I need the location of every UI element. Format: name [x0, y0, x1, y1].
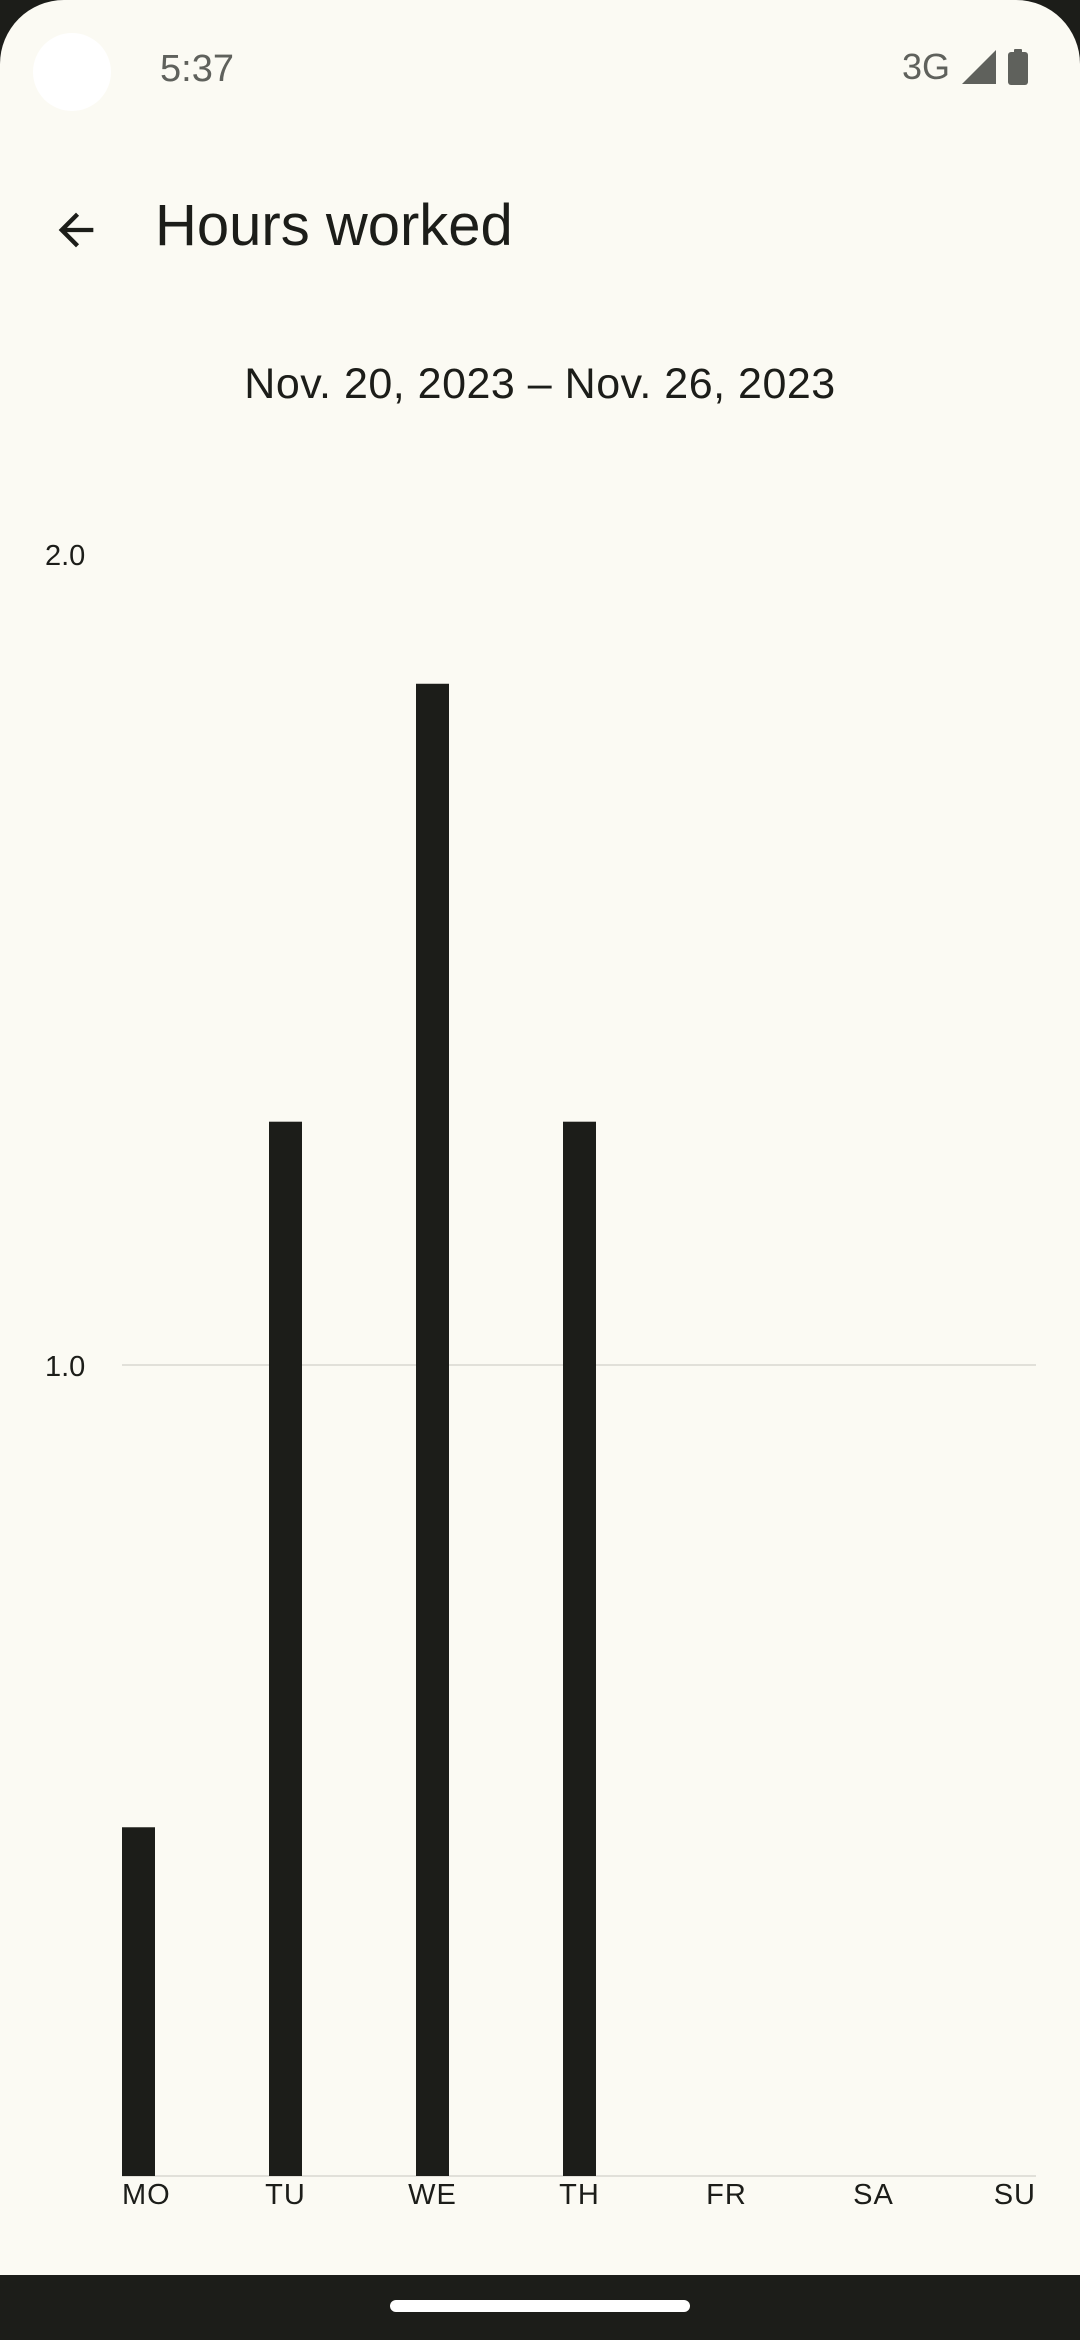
- battery-icon: [1008, 49, 1028, 85]
- x-tick-label-mo: MO: [122, 2179, 171, 2211]
- back-button[interactable]: [36, 190, 116, 270]
- bar-tu: [269, 1121, 302, 2176]
- signal-icon: [962, 50, 996, 84]
- app-screen: 5:37 3G Hours worked Nov. 20, 2023 – Nov…: [0, 0, 1080, 2275]
- bar-th: [563, 1121, 596, 2176]
- x-tick-label-su: SU: [994, 2179, 1036, 2211]
- camera-cutout: [33, 33, 111, 111]
- network-type-label: 3G: [901, 46, 950, 87]
- date-range-label: Nov. 20, 2023 – Nov. 26, 2023: [244, 360, 836, 408]
- x-tick-label-we: WE: [408, 2179, 457, 2211]
- x-tick-label-fr: FR: [706, 2179, 747, 2211]
- bar-we: [416, 683, 449, 2176]
- hours-bar-chart: 1.0 2.0 MO TU WE TH FR SA SU: [45, 540, 1036, 2211]
- x-tick-label-sa: SA: [853, 2179, 894, 2211]
- status-time: 5:37: [160, 48, 234, 90]
- arrow-back-icon: [58, 212, 94, 248]
- status-icons: 3G: [902, 46, 1028, 88]
- page-title: Hours worked: [155, 193, 513, 258]
- x-tick-label-th: TH: [559, 2179, 600, 2211]
- y-tick-label: 1.0: [45, 1351, 85, 1383]
- bar-mo: [122, 1827, 155, 2176]
- top-app-bar: Hours worked: [0, 170, 1080, 282]
- x-tick-label-tu: TU: [265, 2179, 306, 2211]
- home-indicator[interactable]: [390, 2300, 690, 2312]
- y-tick-label: 2.0: [45, 540, 85, 572]
